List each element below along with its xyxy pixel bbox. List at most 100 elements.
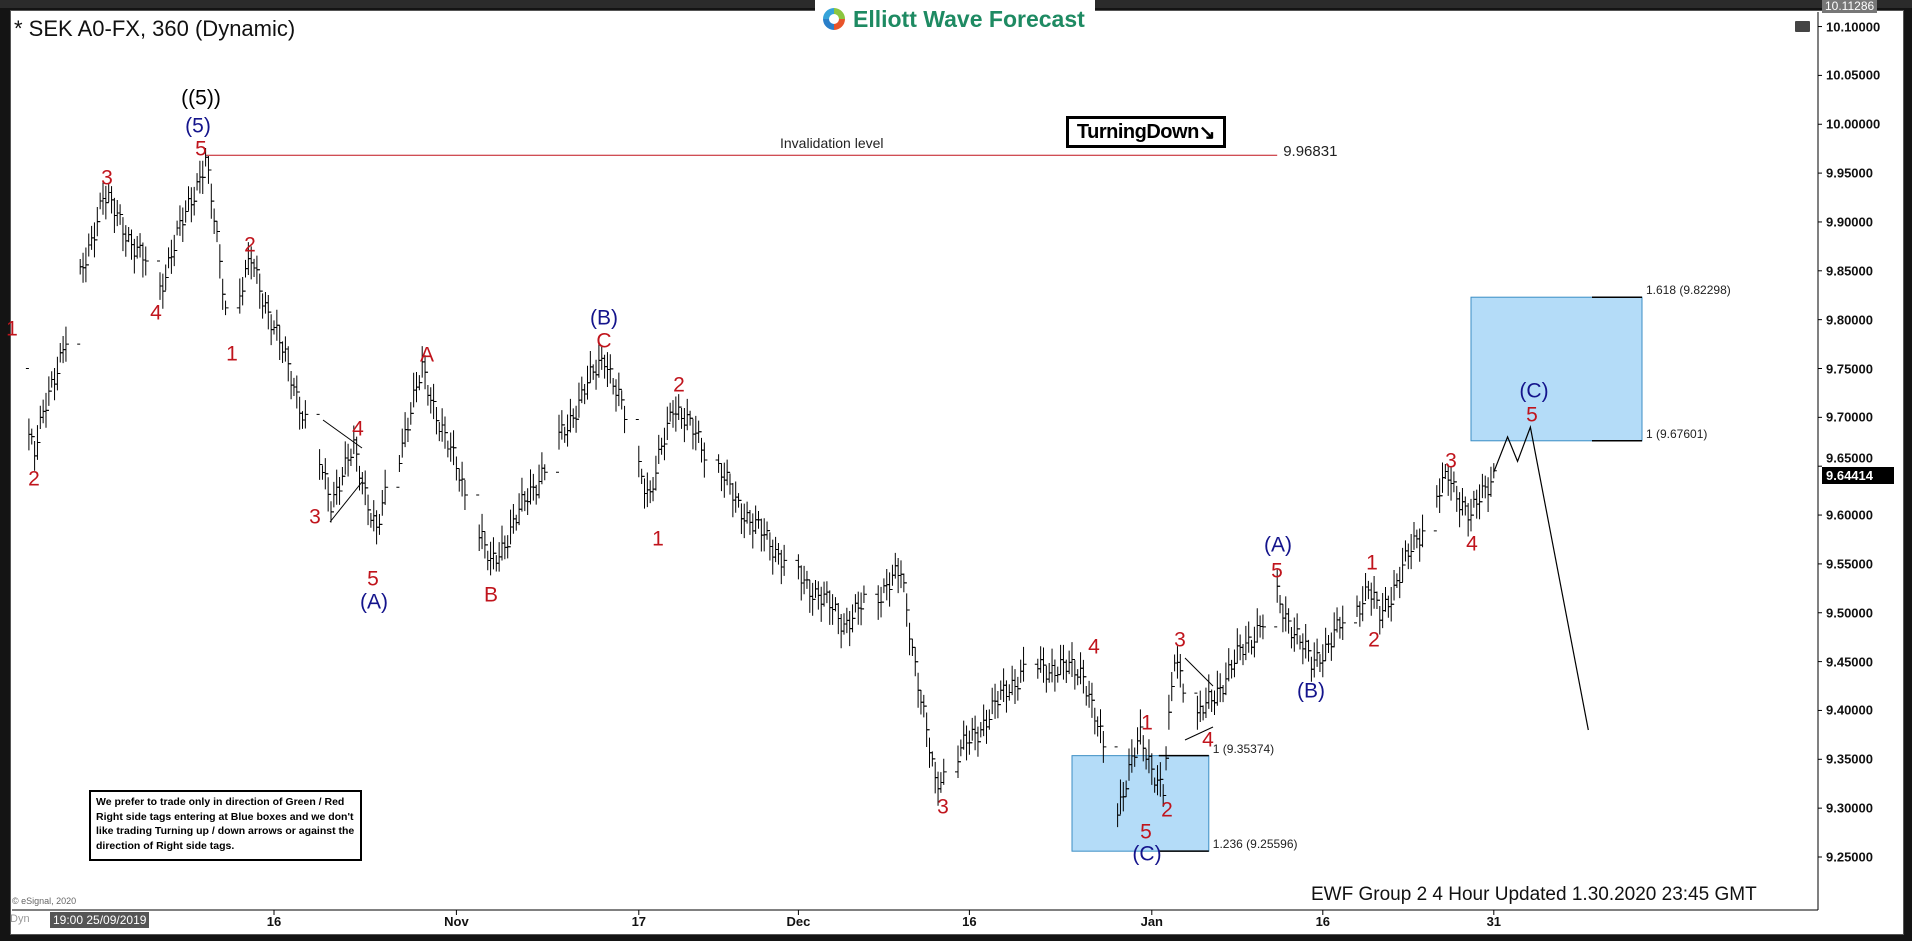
- y-tick-label: 9.70000: [1826, 409, 1873, 425]
- price-bar: [1091, 699, 1098, 735]
- price-bar: [339, 466, 346, 492]
- price-bar: [157, 260, 163, 300]
- x-tick-label: 31: [1486, 914, 1502, 929]
- blue-box-2: [1470, 296, 1643, 442]
- price-bar: [655, 434, 662, 474]
- price-bar: [296, 391, 303, 430]
- turning-label: TurningDown: [1076, 120, 1199, 143]
- price-bar: [727, 471, 733, 495]
- wave-label: 1: [6, 317, 18, 341]
- wave-label: 4: [352, 417, 364, 441]
- disclaimer-note: We prefer to trade only in direction of …: [89, 790, 362, 861]
- price-bar: [1180, 670, 1187, 703]
- x-tick-label: 17: [631, 914, 647, 929]
- price-bar: [259, 290, 266, 319]
- chart-title: * SEK A0-FX, 360 (Dynamic): [14, 16, 296, 41]
- price-bar: [664, 406, 671, 445]
- y-tick-label: 9.60000: [1826, 507, 1873, 523]
- fib-low-label: 1.236 (9.25596): [1212, 837, 1298, 852]
- wave-label: 2: [28, 467, 40, 491]
- price-bar: [484, 544, 491, 571]
- price-bar: [330, 481, 337, 513]
- price-bar: [541, 464, 548, 481]
- price-bar: [812, 579, 819, 600]
- wave-label: 5: [367, 567, 379, 591]
- price-bar: [1168, 671, 1175, 713]
- price-bar: [216, 230, 223, 279]
- price-bar: [1354, 595, 1360, 624]
- wave-label: 4: [1202, 728, 1214, 752]
- price-bar: [1100, 725, 1107, 763]
- price-bar: [738, 499, 745, 535]
- wave-label: 5: [195, 137, 207, 161]
- price-bar: [493, 552, 500, 572]
- y-tick-label: 9.85000: [1826, 263, 1873, 279]
- price-bars: [25, 148, 1497, 828]
- price-bar: [436, 420, 443, 442]
- price-bar: [476, 494, 483, 551]
- price-bar: [367, 509, 374, 528]
- wave-label: 4: [150, 301, 162, 325]
- arrow-down-right-icon: ↘: [1198, 121, 1216, 144]
- price-bar: [860, 585, 867, 610]
- price-bar: [1083, 676, 1090, 706]
- brand-logo: Elliott Wave Forecast: [815, 0, 1095, 38]
- price-bar: [1277, 585, 1284, 614]
- price-bar: [316, 413, 323, 480]
- price-bar: [94, 207, 101, 241]
- copyright: © eSignal, 2020: [12, 896, 77, 906]
- price-bar: [957, 739, 964, 763]
- price-bar: [302, 400, 309, 429]
- restore-window-icon[interactable]: [1795, 21, 1810, 32]
- price-bar: [57, 343, 64, 375]
- wave-label: 2: [1368, 628, 1380, 652]
- price-bar: [903, 582, 910, 627]
- price-bar: [556, 414, 562, 473]
- wave-label: 1: [1141, 711, 1153, 735]
- price-bar: [1453, 481, 1460, 512]
- price-bar: [62, 326, 69, 362]
- price-bar: [433, 401, 440, 435]
- y-tick-label: 9.35000: [1826, 751, 1873, 767]
- x-tick-label: Nov: [444, 914, 469, 929]
- wave-label: 2: [244, 233, 256, 257]
- price-bar: [997, 680, 1004, 706]
- price-bar: [1391, 569, 1398, 605]
- wave-label: 2: [673, 373, 685, 397]
- price-bar: [852, 594, 859, 619]
- wave-label: A: [419, 343, 435, 367]
- price-bar: [698, 431, 705, 463]
- price-bar: [906, 609, 913, 656]
- wave-label: 4: [1088, 635, 1100, 659]
- price-bar: [365, 487, 372, 526]
- price-bar: [889, 564, 896, 590]
- price-bar: [1288, 620, 1295, 649]
- price-bar: [561, 424, 568, 443]
- price-bar: [1259, 614, 1266, 640]
- price-bar: [1419, 514, 1426, 548]
- wave-label: 3: [937, 795, 949, 819]
- price-bar: [641, 475, 648, 509]
- price-bar: [766, 530, 773, 561]
- x-tick-label: 16: [266, 914, 282, 929]
- x-tick-label: 16: [1315, 914, 1331, 929]
- price-bar: [923, 705, 930, 748]
- logo-icon: [823, 8, 845, 30]
- wave-label: 5: [1140, 820, 1152, 844]
- price-bar: [701, 442, 708, 478]
- price-bar: [667, 402, 674, 424]
- triangle-line: [329, 481, 363, 523]
- price-bar: [288, 363, 295, 400]
- price-bar: [25, 368, 32, 451]
- price-bar: [932, 758, 939, 794]
- wave-label: 4: [1466, 532, 1478, 556]
- y-tick-label: 10.00000: [1826, 116, 1881, 132]
- price-bar: [621, 399, 628, 434]
- price-bar: [1165, 694, 1172, 759]
- price-bar: [165, 247, 172, 278]
- price-bar: [575, 382, 582, 420]
- wave-label: 1: [1366, 551, 1378, 575]
- price-bar: [969, 717, 976, 744]
- y-tick-label: 9.55000: [1826, 556, 1873, 572]
